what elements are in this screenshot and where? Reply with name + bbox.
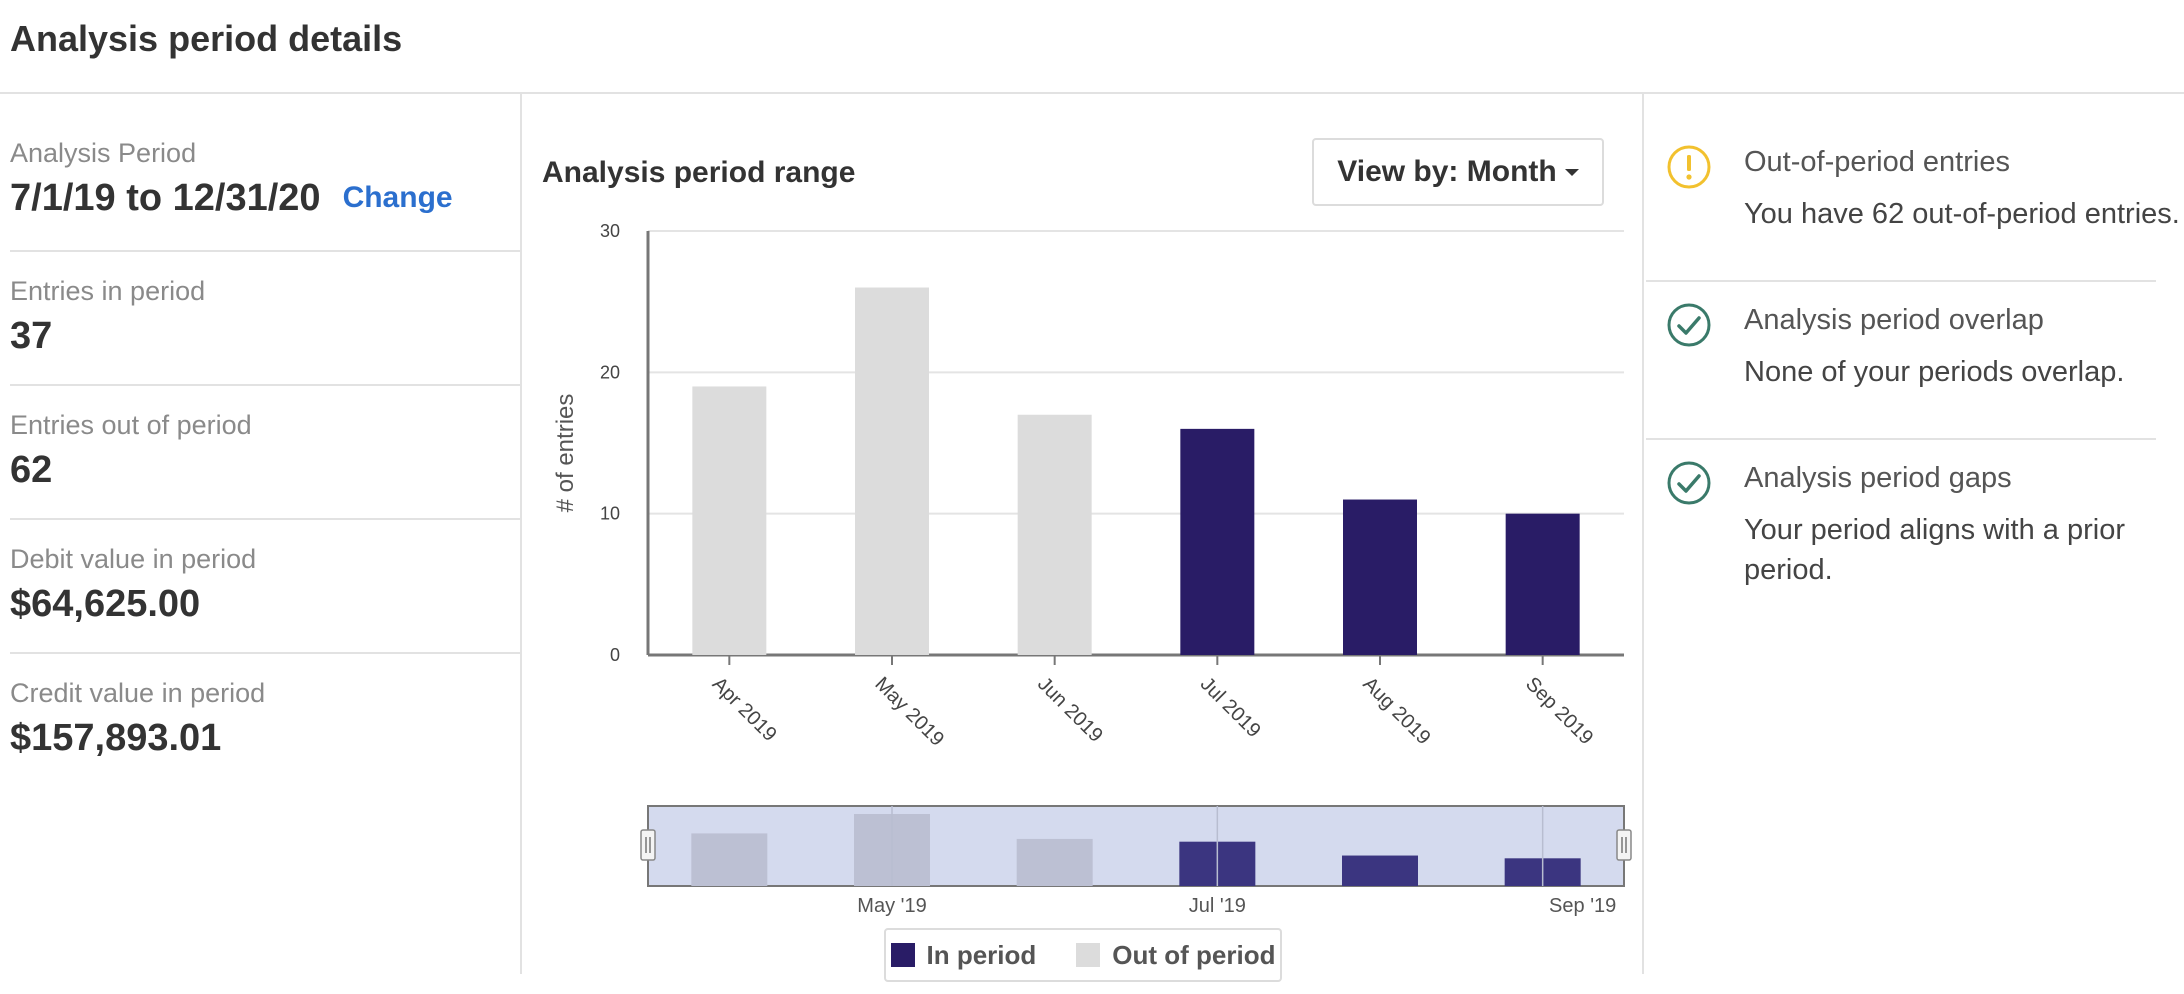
change-period-link[interactable]: Change [342, 181, 453, 214]
entries-in-period-stat: Entries in period 37 [10, 276, 520, 358]
x-tick-label: Jun 2019 [1033, 673, 1107, 747]
check-title: Analysis period gaps [1744, 462, 2012, 494]
legend-in-period-label: In period [926, 939, 1037, 970]
check-title: Out-of-period entries [1744, 146, 2010, 178]
divider [10, 518, 520, 520]
summary-panel: Analysis Period 7/1/19 to 12/31/20 Change… [0, 94, 522, 974]
navigator-bar [1016, 838, 1093, 886]
navigator-tick-label: Sep '19 [1549, 895, 1616, 917]
check-description: None of your periods overlap. [1744, 356, 2125, 388]
debit-value-label: Debit value in period [10, 544, 257, 574]
legend-out-of-period-label: Out of period [1112, 939, 1276, 970]
credit-value-label: Credit value in period [10, 678, 266, 708]
check-title: Analysis period overlap [1744, 304, 2044, 336]
legend-item-in-period[interactable]: In period [890, 939, 1037, 971]
in-period-swatch [890, 943, 915, 967]
chart-panel: Analysis period range View by: Month 0 10… [522, 94, 1644, 982]
bar [1343, 499, 1417, 655]
entries-out-of-period-stat: Entries out of period 62 [10, 410, 520, 492]
x-tick-label: Jul 2019 [1196, 673, 1265, 742]
divider [10, 652, 520, 654]
y-tick-label: 30 [600, 221, 620, 241]
bar [1017, 414, 1092, 655]
check-description: Your period aligns with a prior period. [1744, 514, 2125, 586]
chart-legend: In period Out of period [884, 928, 1282, 982]
caret-down-icon [1564, 168, 1579, 176]
navigator-bar [1342, 855, 1418, 886]
check-description: You have 62 out-of-period entries. [1744, 198, 2180, 230]
warning-icon [1667, 145, 1711, 189]
navigator-left-handle[interactable] [640, 829, 656, 861]
out-of-period-swatch [1076, 943, 1101, 967]
entries-in-period-label: Entries in period [10, 276, 206, 306]
divider [1646, 438, 2156, 440]
page-title: Analysis period details [10, 18, 403, 59]
y-axis-label: # of entries [552, 394, 579, 513]
bar-chart: 0 10 20 30 # of entries Apr 2019 May 2019 Jun 2… [552, 221, 1632, 917]
entries-out-of-period-label: Entries out of period [10, 410, 252, 440]
y-tick-label: 20 [600, 362, 620, 382]
entries-in-period-value: 37 [10, 315, 53, 357]
bar [855, 287, 929, 655]
x-tick-label: Sep 2019 [1521, 673, 1597, 749]
check-circle-icon [1667, 461, 1711, 505]
bar [692, 386, 767, 655]
divider [1646, 280, 2156, 282]
check-circle-icon [1667, 303, 1711, 347]
analysis-period-range: 7/1/19 to 12/31/20 [10, 177, 321, 219]
analysis-period-stat: Analysis Period 7/1/19 to 12/31/20 Change [10, 138, 520, 220]
credit-value: $157,893.01 [10, 717, 222, 759]
debit-value: $64,625.00 [10, 583, 201, 625]
x-tick-label: Aug 2019 [1358, 673, 1434, 749]
navigator-range [647, 805, 1625, 887]
page-header: Analysis period details [0, 0, 2184, 94]
entries-out-of-period-value: 62 [10, 449, 53, 491]
analysis-period-value: 7/1/19 to 12/31/20 Change [10, 177, 520, 220]
view-by-dropdown[interactable]: View by: Month [1312, 138, 1604, 206]
divider [10, 384, 520, 386]
credit-value-stat: Credit value in period $157,893.01 [10, 678, 520, 760]
navigator-tick-label: Jul '19 [1189, 895, 1246, 917]
navigator-right-handle[interactable] [1616, 829, 1632, 861]
x-tick-label: Apr 2019 [708, 673, 781, 746]
navigator-bar [691, 833, 768, 886]
checks-panel: Out-of-period entries You have 62 out-of… [1646, 94, 2184, 974]
debit-value-stat: Debit value in period $64,625.00 [10, 544, 520, 626]
analysis-period-label: Analysis Period [10, 138, 197, 168]
view-by-label: View by: Month [1337, 155, 1557, 188]
navigator-tick-label: May '19 [857, 895, 926, 917]
bar [1505, 513, 1580, 655]
bar [1180, 428, 1255, 655]
divider [10, 250, 520, 252]
y-tick-label: 0 [610, 645, 620, 665]
x-tick-label: May 2019 [870, 673, 948, 751]
legend-item-out-of-period[interactable]: Out of period [1076, 940, 1275, 971]
y-tick-label: 10 [600, 504, 620, 524]
chart-title: Analysis period range [542, 156, 856, 189]
